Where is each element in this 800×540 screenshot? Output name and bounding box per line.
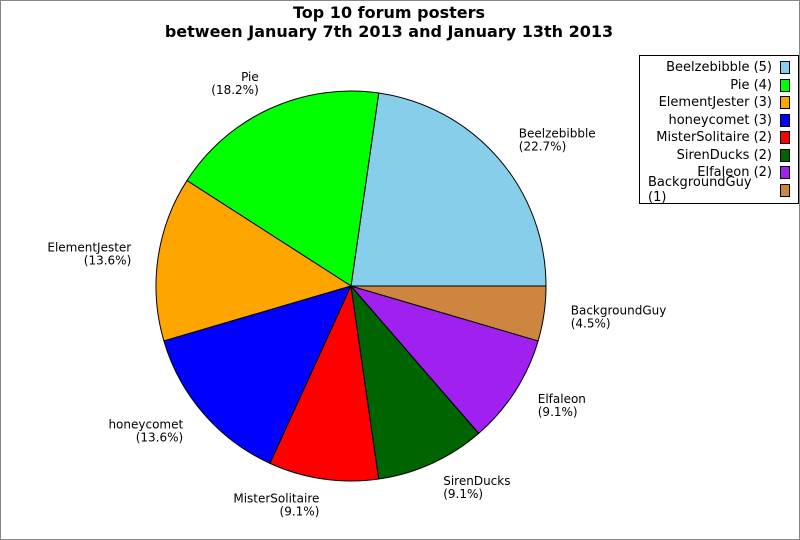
pie-slice-honeycomet: [163, 285, 352, 465]
slice-label: SirenDucks: [443, 474, 510, 488]
legend-item: Pie (4): [648, 77, 790, 95]
legend-swatch: [780, 61, 790, 75]
slice-percent: (18.2%): [211, 83, 258, 97]
chart-subtitle: between January 7th 2013 and January 13t…: [164, 22, 614, 41]
legend-item: honeycomet (3): [648, 112, 790, 130]
legend-swatch: [780, 96, 790, 110]
legend-label: honeycomet (3): [668, 112, 772, 128]
legend-item: MisterSolitaire (2): [648, 129, 790, 147]
pie-slice-elementjester: [155, 179, 353, 342]
pie-slice-backgroundguy: [350, 285, 547, 342]
legend-label: Pie (4): [730, 77, 772, 93]
legend-item: SirenDucks (2): [648, 147, 790, 165]
legend: Beelzebibble (5) Pie (4) ElementJester (3)…: [639, 55, 799, 205]
slice-label: MisterSolitaire: [233, 492, 319, 506]
legend-swatch: [780, 183, 790, 197]
pie-slice-sirenducks: [350, 284, 480, 480]
legend-label: Elfaleon (2): [697, 165, 772, 181]
legend-item: Elfaleon (2): [648, 164, 790, 182]
slice-label: BackgroundGuy: [571, 304, 667, 318]
slice-label: Elfaleon: [538, 392, 586, 406]
slice-percent: (13.6%): [136, 430, 183, 444]
slice-percent: (22.7%): [519, 140, 566, 154]
pie-slice-mistersolitaire: [269, 284, 380, 482]
pie-slice-beelzebibble: [350, 92, 547, 287]
legend-swatch: [780, 166, 790, 180]
pie-slice-elfaleon: [349, 285, 539, 435]
legend-label: BackgroundGuy (1): [648, 175, 752, 206]
slice-percent: (9.1%): [443, 487, 483, 501]
slice-percent: (9.1%): [280, 505, 320, 519]
legend-item: BackgroundGuy (1): [648, 175, 790, 205]
legend-label: MisterSolitaire (2): [656, 130, 772, 146]
legend-swatch: [780, 113, 790, 127]
legend-swatch: [780, 148, 790, 162]
slice-label: Pie: [241, 70, 259, 84]
pie-slice-pie: [186, 90, 380, 287]
legend-item: ElementJester (3): [648, 94, 790, 112]
legend-swatch: [780, 131, 790, 145]
slice-label: honeycomet: [108, 417, 183, 431]
legend-label: Beelzebibble (5): [666, 60, 772, 76]
legend-label: SirenDucks (2): [676, 147, 772, 163]
chart-title-block: Top 10 forum posters between January 7th…: [1, 3, 777, 41]
legend-item: Beelzebibble (5): [648, 59, 790, 77]
slice-percent: (4.5%): [571, 317, 611, 331]
slice-percent: (13.6%): [84, 253, 131, 267]
slice-label: Beelzebibble: [519, 127, 596, 141]
slice-label: ElementJester: [47, 240, 131, 254]
slice-percent: (9.1%): [538, 405, 578, 419]
legend-label: ElementJester (3): [658, 95, 772, 111]
legend-swatch: [780, 78, 790, 92]
chart-title: Top 10 forum posters: [293, 3, 485, 22]
